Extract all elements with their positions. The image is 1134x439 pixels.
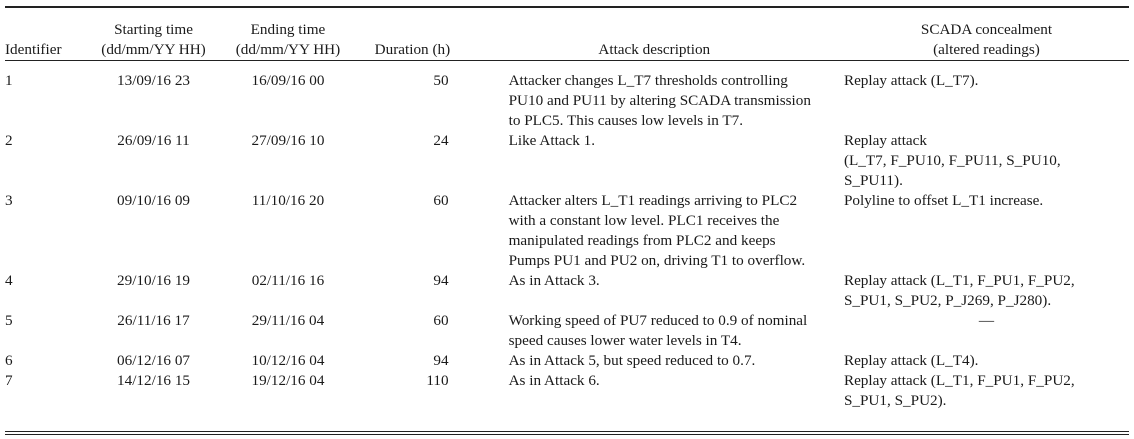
header-identifier: Identifier — [5, 10, 91, 64]
cell-ending-time: 19/12/16 04 — [251, 372, 325, 389]
description-line: As in Attack 6. — [508, 372, 600, 389]
description-line: Pumps PU1 and PU2 on, driving T1 to over… — [508, 252, 806, 269]
scada-line: Replay attack (L_T4). — [843, 352, 979, 369]
table-row: 6 06/12/16 07 10/12/16 04 94 As in Attack 5,… — [5, 351, 1129, 371]
cell-ending-time: 16/09/16 00 — [251, 72, 325, 89]
scada-line: Replay attack (L_T7). — [843, 72, 979, 89]
cell-ending-time: 27/09/16 10 — [251, 132, 325, 149]
cell-attack-description: Like Attack 1. — [465, 131, 844, 191]
cell-starting-time: 26/11/16 17 — [117, 312, 190, 329]
description-line: Attacker alters L_T1 readings arriving t… — [508, 192, 798, 209]
cell-identifier: 2 — [5, 132, 13, 149]
cell-scada-concealment: Replay attack (L_T7, F_PU10, F_PU11, S_PU… — [844, 131, 1129, 191]
cell-duration: 60 — [433, 312, 449, 329]
cell-starting-time: 09/10/16 09 — [117, 192, 191, 209]
scada-line: Replay attack (L_T1, F_PU1, F_PU2, — [843, 372, 1075, 389]
scada-line: Polyline to offset L_T1 increase. — [843, 192, 1044, 209]
table-row: 5 26/11/16 17 29/11/16 04 60 Working speed o… — [5, 311, 1129, 351]
scada-line: Replay attack (L_T1, F_PU1, F_PU2, — [843, 272, 1075, 289]
cell-starting-time: 29/10/16 19 — [117, 272, 191, 289]
header-duration: Duration (h) — [360, 10, 464, 64]
cell-identifier: 1 — [5, 72, 13, 89]
cell-identifier: 4 — [5, 272, 13, 289]
description-line: with a constant low level. PLC1 receives… — [508, 212, 780, 229]
cell-duration: 50 — [433, 72, 449, 89]
scada-line: S_PU11). — [843, 172, 903, 189]
bottom-rule — [5, 431, 1129, 432]
cell-attack-description: Working speed of PU7 reduced to 0.9 of n… — [465, 311, 844, 351]
table-header-row: Identifier Starting time (dd/mm/YY HH) E… — [5, 10, 1129, 64]
header-attack-description: Attack description — [465, 10, 844, 64]
header-scada-line1: SCADA concealment — [920, 21, 1053, 38]
cell-scada-concealment: Polyline to offset L_T1 increase. — [844, 191, 1129, 271]
cell-starting-time: 06/12/16 07 — [117, 352, 191, 369]
cell-ending-time: 11/10/16 20 — [251, 192, 325, 209]
table-row: 3 09/10/16 09 11/10/16 20 60 Attacker alters… — [5, 191, 1129, 271]
cell-scada-concealment: Replay attack (L_T1, F_PU1, F_PU2, S_PU1,… — [844, 271, 1129, 311]
description-line: Like Attack 1. — [508, 132, 596, 149]
description-line: manipulated readings from PLC2 and keeps — [508, 232, 776, 249]
cell-starting-time: 26/09/16 11 — [117, 132, 190, 149]
header-identifier-label: Identifier — [5, 41, 62, 58]
description-line: As in Attack 3. — [508, 272, 600, 289]
cell-attack-description: As in Attack 6. — [465, 371, 844, 411]
cell-ending-time: 29/11/16 04 — [251, 312, 325, 329]
cell-duration: 94 — [433, 272, 449, 289]
table-row: 7 14/12/16 15 19/12/16 04 110 As in Attack 6… — [5, 371, 1129, 411]
header-ending-time: Ending time (dd/mm/YY HH) — [216, 10, 361, 64]
cell-duration: 110 — [426, 372, 449, 389]
attack-table-container: Identifier Starting time (dd/mm/YY HH) E… — [5, 0, 1129, 439]
header-end-line1: Ending time — [250, 21, 326, 38]
scada-line: S_PU1, S_PU2). — [843, 392, 947, 409]
description-line: Attacker changes L_T7 thresholds control… — [508, 72, 788, 89]
cell-identifier: 7 — [5, 372, 13, 389]
cell-attack-description: Attacker changes L_T7 thresholds control… — [465, 64, 844, 131]
table-row: 1 13/09/16 23 16/09/16 00 50 Attacker change… — [5, 64, 1129, 131]
description-line: PU10 and PU11 by altering SCADA transmis… — [508, 92, 811, 109]
cell-duration: 24 — [433, 132, 449, 149]
cell-attack-description: As in Attack 5, but speed reduced to 0.7… — [465, 351, 844, 371]
scada-line: S_PU1, S_PU2, P_J269, P_J280). — [843, 292, 1052, 309]
cell-scada-concealment: Replay attack (L_T7). — [844, 64, 1129, 131]
header-start-line1: Starting time — [114, 21, 193, 38]
description-line: to PLC5. This causes low levels in T7. — [508, 112, 744, 129]
description-line: As in Attack 5, but speed reduced to 0.7… — [508, 352, 756, 369]
cell-identifier: 3 — [5, 192, 13, 209]
cell-duration: 60 — [433, 192, 449, 209]
cell-identifier: 5 — [5, 312, 13, 329]
attack-table: Identifier Starting time (dd/mm/YY HH) E… — [5, 10, 1129, 411]
cell-attack-description: As in Attack 3. — [465, 271, 844, 311]
cell-ending-time: 02/11/16 16 — [251, 272, 325, 289]
table-row: 4 29/10/16 19 02/11/16 16 94 As in Attack 3.… — [5, 271, 1129, 311]
cell-scada-concealment: Replay attack (L_T4). — [844, 351, 1129, 371]
header-end-line2: (dd/mm/YY HH) — [235, 41, 341, 58]
header-scada-line2: (altered readings) — [933, 41, 1040, 58]
cell-scada-concealment: Replay attack (L_T1, F_PU1, F_PU2, S_PU1,… — [844, 371, 1129, 411]
cell-scada-concealment: — — [844, 311, 1129, 351]
header-start-line2: (dd/mm/YY HH) — [101, 41, 206, 58]
cell-identifier: 6 — [5, 352, 13, 369]
header-description-label: Attack description — [598, 41, 711, 58]
description-line: Working speed of PU7 reduced to 0.9 of n… — [508, 312, 808, 329]
description-line: speed causes lower water levels in T4. — [508, 332, 742, 349]
header-starting-time: Starting time (dd/mm/YY HH) — [91, 10, 215, 64]
top-rule — [5, 6, 1129, 8]
table-row: 2 26/09/16 11 27/09/16 10 24 Like Attack 1. R… — [5, 131, 1129, 191]
header-rule — [5, 60, 1129, 61]
scada-line: (L_T7, F_PU10, F_PU11, S_PU10, — [843, 152, 1061, 169]
cell-attack-description: Attacker alters L_T1 readings arriving t… — [465, 191, 844, 271]
cell-starting-time: 13/09/16 23 — [117, 72, 191, 89]
cell-duration: 94 — [433, 352, 449, 369]
scada-line: Replay attack — [843, 132, 928, 149]
header-duration-label: Duration (h) — [374, 41, 451, 58]
header-scada-concealment: SCADA concealment (altered readings) — [844, 10, 1129, 64]
cell-starting-time: 14/12/16 15 — [117, 372, 191, 389]
scada-line: — — [978, 312, 995, 329]
table-body: 1 13/09/16 23 16/09/16 00 50 Attacker change… — [5, 64, 1129, 411]
bottom-rule-double — [5, 434, 1129, 435]
cell-ending-time: 10/12/16 04 — [251, 352, 325, 369]
